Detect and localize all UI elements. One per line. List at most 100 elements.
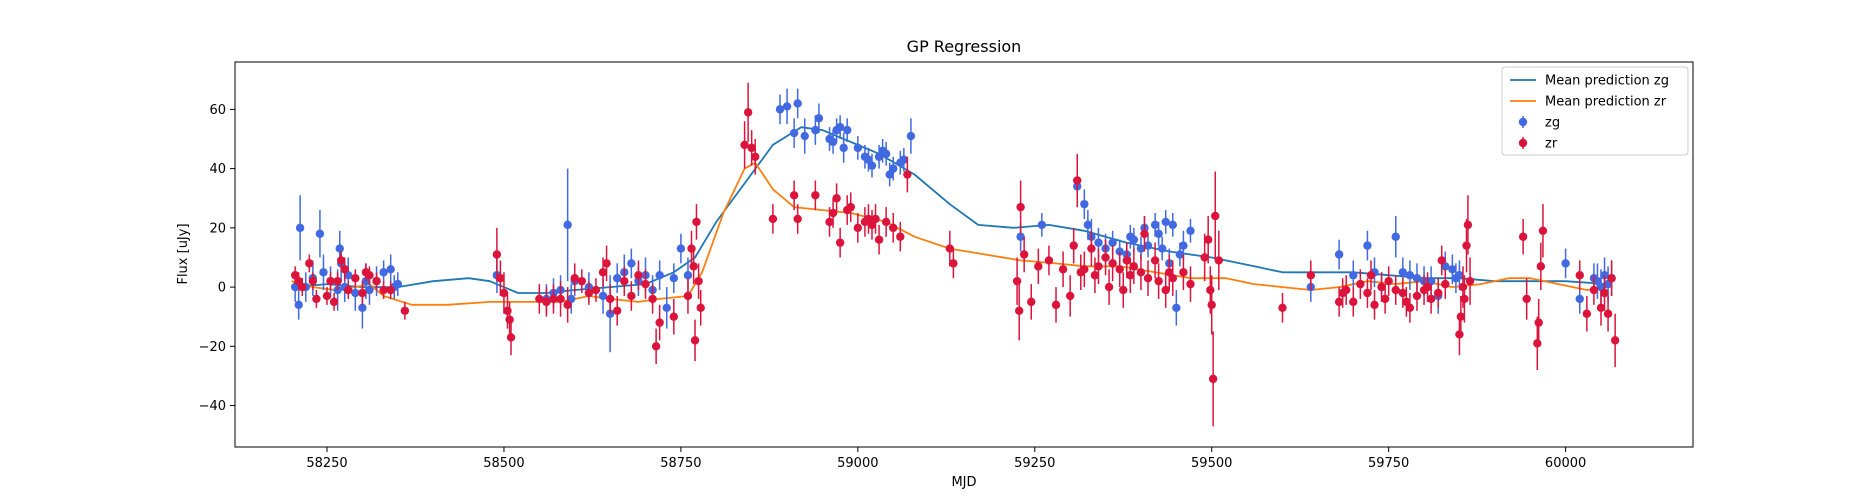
legend-marker [1518,117,1528,127]
data-point [1380,294,1390,304]
data-point [1211,211,1220,221]
data-point [853,223,863,233]
data-point [1203,235,1213,244]
data-point [899,155,909,164]
legend-box [1501,66,1689,156]
data-point [1016,202,1025,212]
data-point [1206,285,1215,295]
data-point [793,214,802,224]
data-point [768,214,778,224]
data-point [1161,285,1170,295]
data-point [1034,262,1043,271]
data-point [751,152,760,161]
data-point [1463,220,1473,230]
data-point [1412,273,1422,283]
data-point [1460,294,1469,304]
data-point [1015,306,1024,315]
data-point [1462,241,1471,250]
legend: Mean prediction zg Mean prediction zr zg zr [1501,66,1689,156]
data-point [1534,318,1543,327]
data-point [1214,256,1223,265]
data-point [1136,244,1146,253]
data-point [295,223,305,233]
data-point [1157,244,1167,253]
data-point [1334,297,1344,307]
data-point [689,262,698,271]
data-point [683,291,693,301]
data-point [825,217,834,227]
data-point [1437,256,1446,265]
data-point [496,273,505,283]
data-point [743,108,753,117]
data-point [294,300,303,310]
data-point [1398,288,1408,298]
data-point [1129,235,1139,244]
data-point [843,125,852,135]
data-point [542,297,551,307]
data-point [1349,271,1358,280]
data-point [1455,330,1464,339]
data-point [319,268,328,277]
data-point [1370,300,1379,310]
data-point [1136,268,1146,277]
data-point [1080,199,1089,209]
data-point [1150,220,1160,230]
data-point [1582,309,1592,318]
data-point [846,202,855,212]
data-point [1603,309,1613,318]
data-point [333,276,342,286]
data-point [620,276,629,286]
data-point [828,208,838,218]
data-point [1208,374,1218,384]
y-tick-label: 20 [209,221,226,236]
x-tick-label: 60000 [1545,456,1586,471]
data-point [1104,282,1114,292]
data-point [1179,268,1188,277]
plot-frame [234,61,1694,448]
data-point [351,273,360,283]
data-point [386,265,395,274]
data-point [503,306,512,315]
legend-label: Mean prediction zg [1545,74,1669,89]
data-point [1143,241,1153,250]
data-point [1306,271,1316,280]
data-point [344,285,353,295]
x-tick-label: 59500 [1191,456,1232,471]
y-axis: −40 −20 0 20 40 60 [199,103,235,414]
data-point [835,238,845,247]
data-point [889,164,898,173]
data-point [1019,250,1029,259]
data-point [1080,265,1089,274]
data-point [867,161,877,170]
data-point [853,143,863,153]
data-point [1533,339,1542,348]
data-point [1391,285,1400,295]
y-tick-label: −40 [199,399,226,414]
data-point [591,285,601,295]
data-point [828,137,838,147]
data-point [1334,250,1344,259]
data-point [696,303,705,313]
data-point [1405,303,1415,313]
data-point [298,282,307,292]
data-point [1441,279,1450,289]
data-point [1051,300,1061,310]
data-point [505,315,514,324]
data-point [612,273,622,283]
data-point [358,303,367,313]
data-point [535,294,544,304]
data-point [1455,271,1464,280]
data-point [683,271,693,280]
data-point [641,279,650,289]
data-point [1391,232,1400,241]
data-point [793,99,802,108]
data-point [563,300,572,310]
data-point [602,259,611,268]
data-point [386,285,395,295]
data-point [605,294,615,304]
data-point [1561,259,1570,268]
data-point [336,256,346,265]
data-point [1349,297,1358,307]
data-point [1154,276,1163,286]
